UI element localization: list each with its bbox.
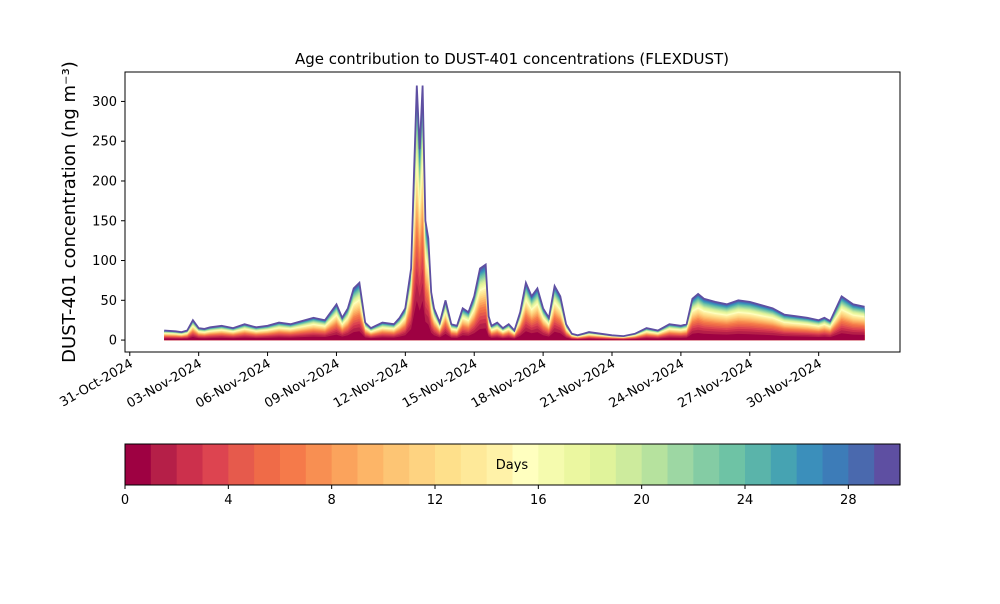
plot-area	[164, 85, 865, 341]
colorbar-segment	[280, 444, 307, 485]
colorbar-segment	[409, 444, 436, 485]
colorbar-segment	[590, 444, 617, 485]
y-tick-label: 0	[109, 334, 117, 349]
x-tick-label: 21-Nov-2024	[538, 356, 618, 411]
colorbar-label: Days	[496, 458, 529, 473]
y-tick-label: 50	[100, 294, 117, 309]
colorbar-segment	[460, 444, 488, 485]
colorbar-segment	[435, 444, 462, 485]
x-tick-label: 31-Oct-2024	[57, 356, 135, 410]
colorbar-tick-label: 4	[224, 493, 232, 508]
colorbar-segment	[693, 444, 720, 485]
y-tick-label: 300	[92, 95, 117, 110]
colorbar-segment	[486, 444, 514, 485]
colorbar-tick-label: 8	[328, 493, 336, 508]
x-tick-label: 15-Nov-2024	[400, 356, 480, 411]
y-axis-label: DUST-401 concentration (ng m⁻³)	[59, 61, 80, 363]
colorbar-segment	[383, 444, 410, 485]
colorbar-segment	[254, 444, 281, 485]
y-tick-label: 150	[92, 214, 117, 229]
x-tick-label: 18-Nov-2024	[469, 356, 549, 411]
colorbar-segment	[822, 444, 849, 485]
x-tick-label: 27-Nov-2024	[676, 356, 756, 411]
colorbar-tick-label: 0	[121, 493, 129, 508]
colorbar-segment	[641, 444, 669, 485]
colorbar-segment	[331, 444, 359, 485]
x-tick-label: 24-Nov-2024	[607, 356, 687, 411]
colorbar-segment	[512, 444, 539, 485]
colorbar-segment	[796, 444, 824, 485]
colorbar: 0 4 8 12 16 20 24 28	[121, 443, 901, 508]
colorbar-segment	[615, 444, 643, 485]
age-layer-27	[164, 95, 865, 341]
colorbar-tick-label: 20	[633, 493, 650, 508]
colorbar-tick-label: 24	[737, 493, 754, 508]
colorbar-tick-label: 12	[427, 493, 444, 508]
colorbar-tick-label: 16	[530, 493, 547, 508]
x-tick-label: 03-Nov-2024	[124, 356, 204, 411]
colorbar-segment	[150, 444, 178, 485]
x-axis: 31-Oct-202403-Nov-202406-Nov-202409-Nov-…	[57, 352, 825, 411]
total-concentration-line	[164, 85, 865, 338]
colorbar-frame	[124, 443, 901, 486]
chart-title: Age contribution to DUST-401 concentrati…	[295, 50, 729, 68]
colorbar-segment	[305, 444, 333, 485]
colorbar-tick-label: 28	[840, 493, 857, 508]
x-tick-label: 30-Nov-2024	[744, 356, 824, 411]
age-layer-28	[164, 90, 865, 341]
y-axis: 0 50 100 150 200 250 300	[92, 95, 125, 349]
y-tick-label: 200	[92, 174, 117, 189]
age-layer-29	[164, 85, 865, 341]
x-tick-label: 12-Nov-2024	[331, 356, 411, 411]
x-tick-label: 06-Nov-2024	[193, 356, 273, 411]
colorbar-segment	[667, 444, 694, 485]
colorbar-segment	[202, 444, 229, 485]
colorbar-segment	[719, 444, 746, 485]
plot-frame	[124, 71, 901, 353]
colorbar-segment	[848, 444, 875, 485]
colorbar-segment	[176, 444, 204, 485]
colorbar-segment	[228, 444, 255, 485]
colorbar-segment	[874, 444, 901, 485]
colorbar-segment	[538, 444, 565, 485]
colorbar-segment	[125, 444, 152, 485]
x-tick-label: 09-Nov-2024	[262, 356, 342, 411]
y-tick-label: 100	[92, 254, 117, 269]
colorbar-segment	[357, 444, 384, 485]
colorbar-segment	[564, 444, 591, 485]
colorbar-segment	[770, 444, 798, 485]
colorbar-segment	[745, 444, 772, 485]
y-tick-label: 250	[92, 135, 117, 150]
